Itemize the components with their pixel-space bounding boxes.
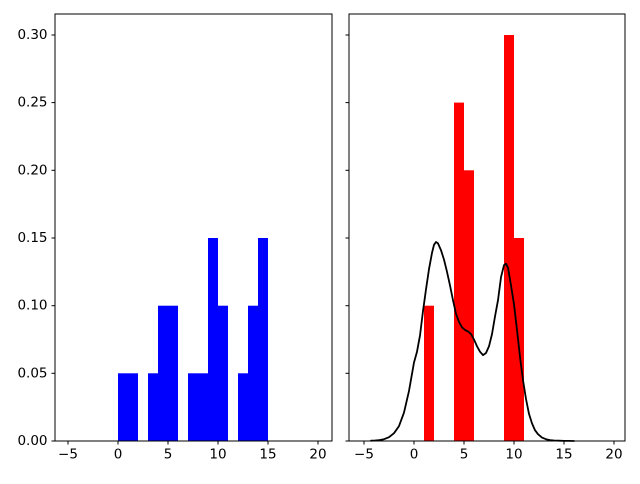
histogram-bar bbox=[454, 102, 464, 441]
histogram-bar bbox=[504, 35, 514, 441]
histogram-bar bbox=[258, 238, 268, 441]
histogram-bar bbox=[208, 238, 218, 441]
x-tick-label: 10 bbox=[209, 447, 226, 463]
x-tick-label: −5 bbox=[354, 447, 374, 463]
histogram-bar bbox=[118, 373, 128, 441]
x-tick-label: 10 bbox=[505, 447, 522, 463]
histogram-bar bbox=[424, 305, 434, 441]
x-tick-label: 15 bbox=[259, 447, 276, 463]
histogram-bar bbox=[238, 373, 248, 441]
histogram-bar bbox=[168, 305, 178, 441]
x-tick-label: 5 bbox=[164, 447, 173, 463]
x-tick-label: 15 bbox=[555, 447, 572, 463]
y-tick-label: 0.00 bbox=[17, 433, 47, 449]
kde-density-curve bbox=[370, 241, 575, 442]
histogram-bar bbox=[198, 373, 208, 441]
y-tick-label: 0.10 bbox=[17, 298, 47, 314]
x-tick-label: 0 bbox=[114, 447, 123, 463]
y-tick-label: 0.25 bbox=[17, 95, 47, 111]
x-tick-label: 5 bbox=[460, 447, 469, 463]
histogram-bar bbox=[248, 305, 258, 441]
x-tick-label: 20 bbox=[605, 447, 622, 463]
histogram-bar bbox=[464, 170, 474, 442]
histogram-bar bbox=[158, 305, 168, 441]
histogram-bar bbox=[188, 373, 198, 441]
y-tick-label: 0.05 bbox=[17, 365, 47, 381]
right-chart-axes: −5 0 5 10 15 20 bbox=[345, 13, 626, 463]
x-tick-label: −5 bbox=[58, 447, 78, 463]
y-tick-label: 0.30 bbox=[17, 27, 47, 43]
histogram-bar bbox=[148, 373, 158, 441]
histogram-bar bbox=[218, 305, 228, 441]
histogram-bar bbox=[514, 238, 524, 441]
axes-spine bbox=[54, 13, 333, 442]
x-tick-label: 20 bbox=[309, 447, 326, 463]
y-tick-label: 0.15 bbox=[17, 230, 47, 246]
axes-spine bbox=[348, 13, 626, 442]
y-tick-label: 0.20 bbox=[17, 162, 47, 178]
histogram-bar bbox=[128, 373, 138, 441]
left-chart-axes: −5 0 5 10 15 20 0.00 0.05 0.10 0.15 0.20 0.25 0.30 bbox=[17, 13, 333, 463]
x-tick-label: 0 bbox=[410, 447, 419, 463]
